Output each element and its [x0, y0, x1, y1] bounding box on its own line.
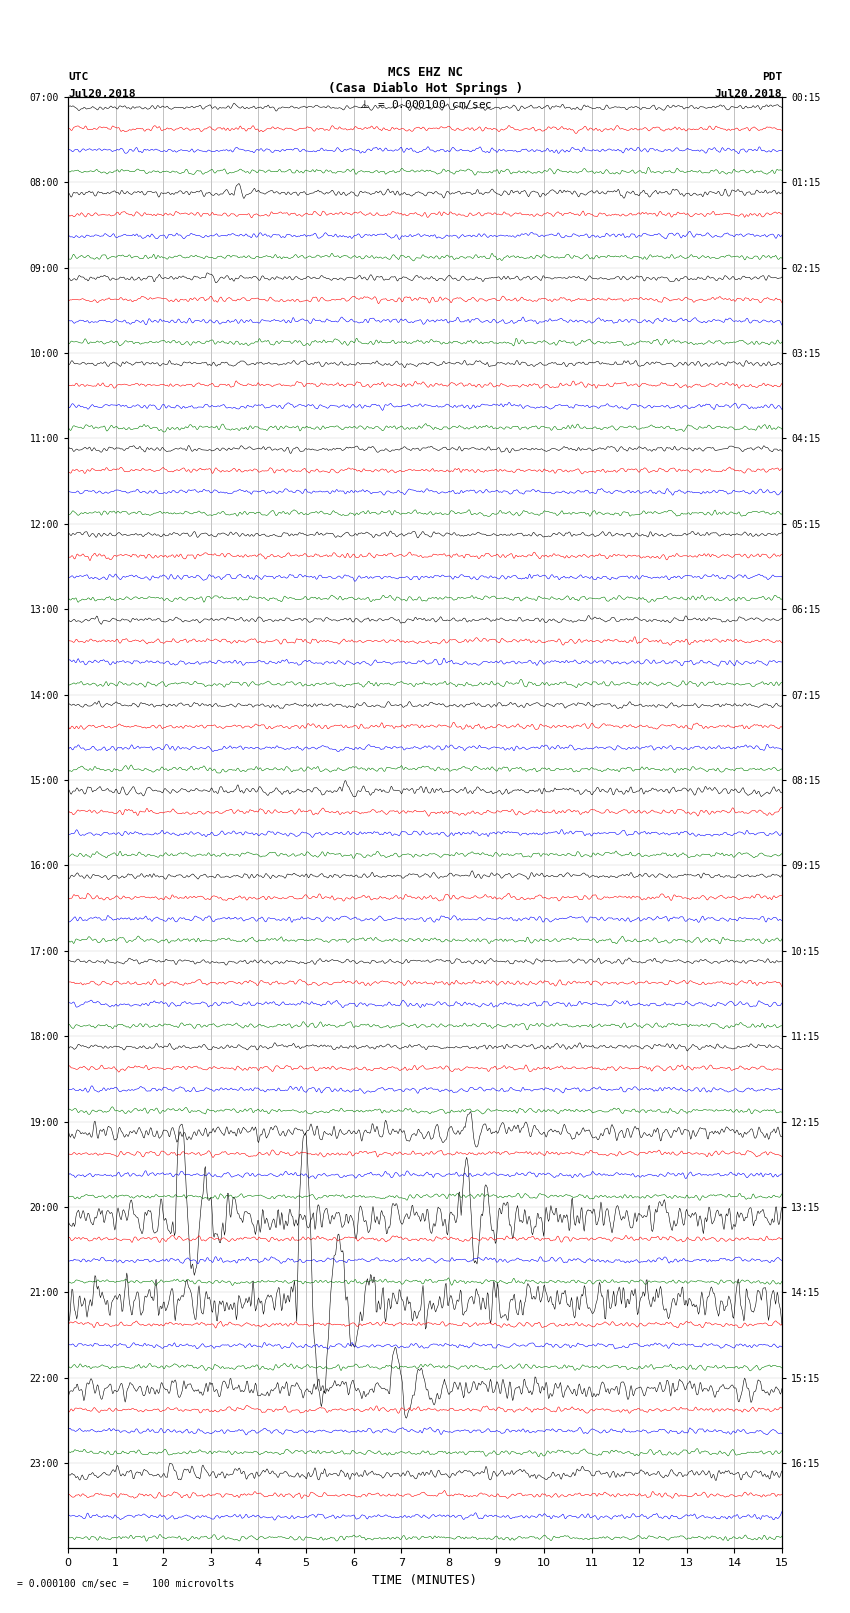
Text: PDT: PDT — [762, 73, 782, 82]
Text: = 0.000100 cm/sec =    100 microvolts: = 0.000100 cm/sec = 100 microvolts — [17, 1579, 235, 1589]
Text: $\bot$ = 0.000100 cm/sec: $\bot$ = 0.000100 cm/sec — [357, 98, 493, 111]
Text: UTC: UTC — [68, 73, 88, 82]
Text: (Casa Diablo Hot Springs ): (Casa Diablo Hot Springs ) — [327, 82, 523, 95]
Text: Jul20,2018: Jul20,2018 — [715, 89, 782, 98]
X-axis label: TIME (MINUTES): TIME (MINUTES) — [372, 1574, 478, 1587]
Text: Jul20,2018: Jul20,2018 — [68, 89, 135, 98]
Text: MCS EHZ NC: MCS EHZ NC — [388, 66, 462, 79]
